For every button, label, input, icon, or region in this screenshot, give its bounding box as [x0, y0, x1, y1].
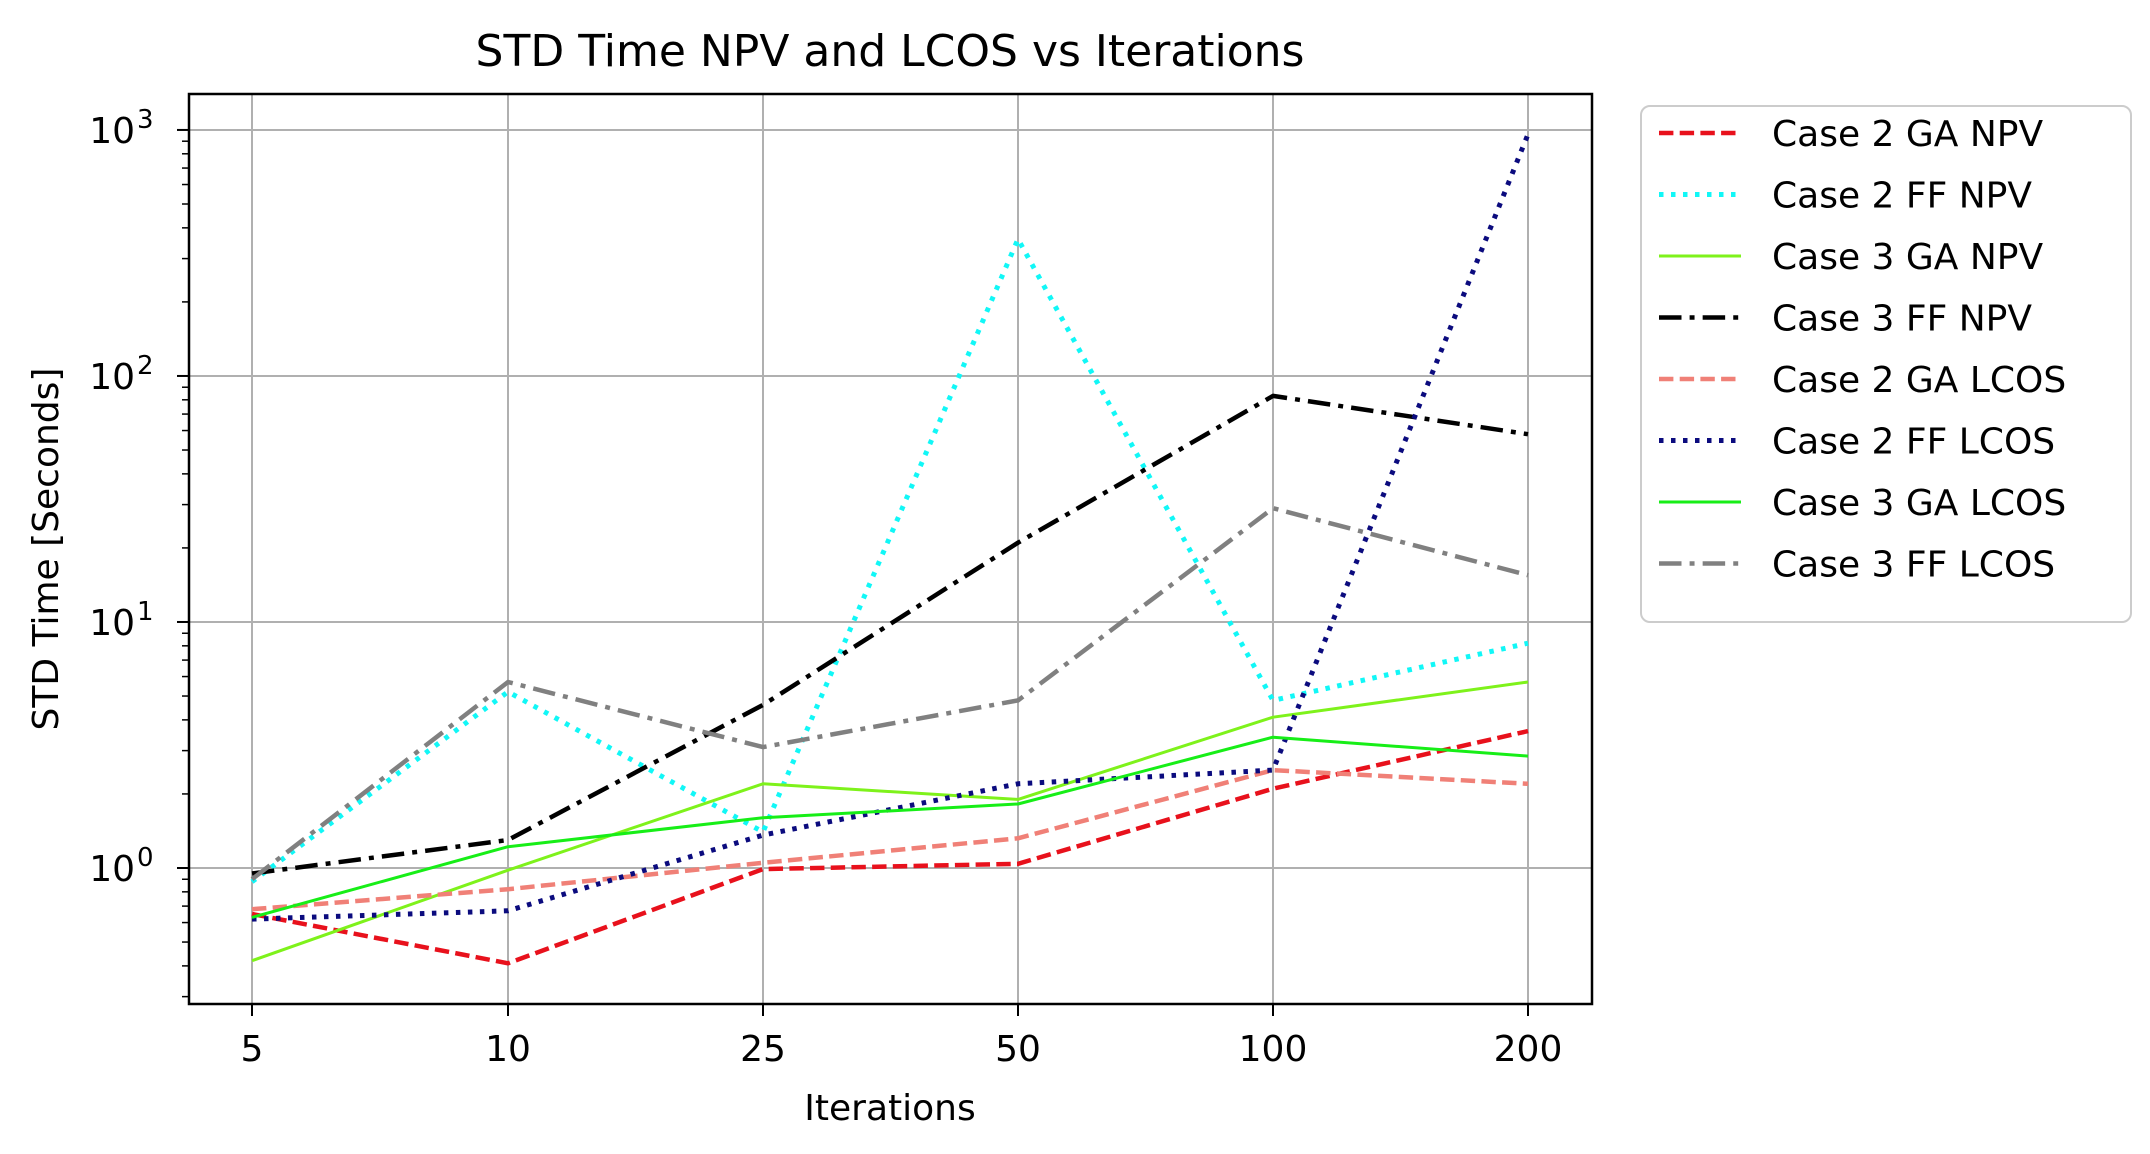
series-line — [251, 393, 1529, 876]
grid-lines — [189, 94, 1592, 1004]
series-layer — [250, 133, 1531, 966]
series-line — [251, 728, 1529, 966]
legend-entry: Case 2 FF LCOS — [1772, 422, 2055, 463]
y-tick-label: 10 — [89, 111, 135, 152]
x-axis-label: Iterations — [804, 1088, 975, 1129]
legend-entry: Case 2 FF NPV — [1772, 176, 2032, 217]
legend-entry: Case 3 GA NPV — [1772, 237, 2043, 278]
legend-entry: Case 3 FF NPV — [1772, 299, 2032, 340]
y-axis-label: STD Time [Seconds] — [26, 368, 67, 731]
y-tick-label: 10 — [89, 603, 135, 644]
legend-entry: Case 3 GA LCOS — [1772, 483, 2066, 524]
x-tick-label: 200 — [1494, 1029, 1563, 1070]
series-line — [251, 680, 1529, 963]
legend-frame — [1640, 105, 2132, 623]
legend-entry: Case 3 FF LCOS — [1772, 545, 2055, 586]
x-tick-label: 5 — [241, 1029, 264, 1070]
series-line — [251, 735, 1529, 919]
x-tick-label: 25 — [740, 1029, 786, 1070]
series-line — [251, 767, 1529, 912]
y-tick-label: 10 — [89, 849, 135, 890]
series-line — [250, 236, 1529, 884]
y-tick-label: 10 — [89, 357, 135, 398]
x-tick-label: 10 — [485, 1029, 531, 1070]
series-line — [250, 505, 1529, 881]
plot-frame — [187, 92, 1594, 1006]
y-tick-exponent: 0 — [137, 843, 154, 873]
legend-entry: Case 2 GA LCOS — [1772, 360, 2066, 401]
chart-title: STD Time NPV and LCOS vs Iterations — [476, 26, 1305, 77]
y-tick-exponent: 3 — [137, 105, 154, 135]
x-tick-label: 50 — [995, 1029, 1041, 1070]
y-tick-exponent: 1 — [137, 597, 154, 627]
legend: Case 2 GA NPV Case 2 FF NPV Case 3 GA NPV C… — [1640, 105, 2132, 623]
x-tick-label: 100 — [1239, 1029, 1308, 1070]
x-axis-ticks: 5 10 25 50 100 200 — [241, 1004, 1563, 1070]
y-tick-exponent: 2 — [137, 351, 154, 381]
legend-entry: Case 2 GA NPV — [1772, 114, 2043, 155]
